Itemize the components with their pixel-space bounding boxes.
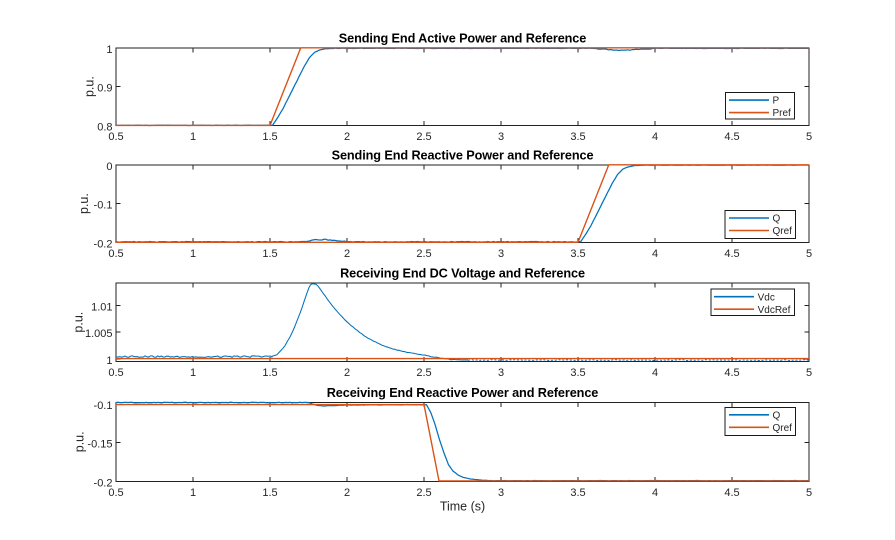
svg-text:2.5: 2.5: [416, 131, 431, 143]
svg-text:4.5: 4.5: [724, 367, 739, 379]
svg-text:1: 1: [190, 487, 196, 499]
svg-text:-0.2: -0.2: [94, 238, 113, 250]
svg-text:1.01: 1.01: [91, 302, 112, 314]
svg-text:p.u.: p.u.: [77, 193, 91, 214]
svg-text:4: 4: [652, 131, 658, 143]
svg-text:1: 1: [106, 44, 112, 56]
svg-text:5: 5: [806, 487, 812, 499]
svg-text:0.5: 0.5: [108, 367, 123, 379]
svg-text:0.8: 0.8: [97, 121, 112, 133]
svg-text:5: 5: [806, 131, 812, 143]
svg-text:Qref: Qref: [773, 226, 793, 237]
svg-text:3.5: 3.5: [570, 248, 585, 260]
svg-text:4.5: 4.5: [724, 248, 739, 260]
svg-text:Q: Q: [773, 214, 781, 225]
svg-text:Time (s): Time (s): [440, 500, 485, 514]
svg-text:4.5: 4.5: [724, 487, 739, 499]
svg-text:3.5: 3.5: [570, 487, 585, 499]
svg-text:Q: Q: [773, 410, 781, 421]
svg-text:0.5: 0.5: [108, 248, 123, 260]
svg-text:1.5: 1.5: [262, 131, 277, 143]
svg-text:5: 5: [806, 367, 812, 379]
svg-text:0.5: 0.5: [108, 487, 123, 499]
svg-text:4: 4: [652, 367, 658, 379]
svg-text:2.5: 2.5: [416, 487, 431, 499]
svg-text:4: 4: [652, 248, 658, 260]
svg-text:0.5: 0.5: [108, 131, 123, 143]
svg-text:2: 2: [344, 487, 350, 499]
svg-text:Sending End Active Power and R: Sending End Active Power and Reference: [339, 31, 586, 45]
svg-text:1: 1: [106, 355, 112, 367]
svg-text:2: 2: [344, 367, 350, 379]
svg-text:4.5: 4.5: [724, 131, 739, 143]
svg-text:2: 2: [344, 248, 350, 260]
svg-text:Receiving End DC Voltage and R: Receiving End DC Voltage and Reference: [340, 267, 585, 281]
svg-text:-0.2: -0.2: [94, 477, 113, 489]
svg-text:P: P: [773, 96, 780, 107]
svg-text:3.5: 3.5: [570, 367, 585, 379]
svg-text:3: 3: [498, 487, 504, 499]
svg-text:2: 2: [344, 131, 350, 143]
svg-text:-0.15: -0.15: [87, 439, 112, 451]
svg-text:p.u.: p.u.: [73, 431, 87, 452]
svg-text:Qref: Qref: [773, 423, 793, 434]
svg-text:3.5: 3.5: [570, 131, 585, 143]
svg-text:3: 3: [498, 248, 504, 260]
svg-text:1: 1: [190, 367, 196, 379]
svg-text:Receiving End Reactive Power a: Receiving End Reactive Power and Referen…: [327, 386, 599, 400]
svg-text:2.5: 2.5: [416, 248, 431, 260]
svg-text:3: 3: [498, 131, 504, 143]
svg-text:3: 3: [498, 367, 504, 379]
svg-text:-0.1: -0.1: [94, 400, 113, 412]
svg-text:2.5: 2.5: [416, 367, 431, 379]
svg-text:1.5: 1.5: [262, 487, 277, 499]
svg-text:1.5: 1.5: [262, 367, 277, 379]
svg-text:Pref: Pref: [773, 108, 792, 119]
svg-text:p.u.: p.u.: [83, 76, 97, 97]
svg-text:1: 1: [190, 131, 196, 143]
svg-text:1: 1: [190, 248, 196, 260]
svg-text:-0.1: -0.1: [94, 200, 113, 212]
svg-text:VdcRef: VdcRef: [758, 305, 791, 316]
svg-text:Vdc: Vdc: [758, 292, 775, 303]
svg-text:0.9: 0.9: [97, 83, 112, 95]
svg-text:4: 4: [652, 487, 658, 499]
svg-text:1.5: 1.5: [262, 248, 277, 260]
svg-text:0: 0: [106, 161, 112, 173]
svg-text:1.005: 1.005: [85, 328, 113, 340]
svg-text:5: 5: [806, 248, 812, 260]
svg-text:p.u.: p.u.: [72, 312, 86, 333]
svg-text:Sending End Reactive Power and: Sending End Reactive Power and Reference: [332, 148, 594, 162]
